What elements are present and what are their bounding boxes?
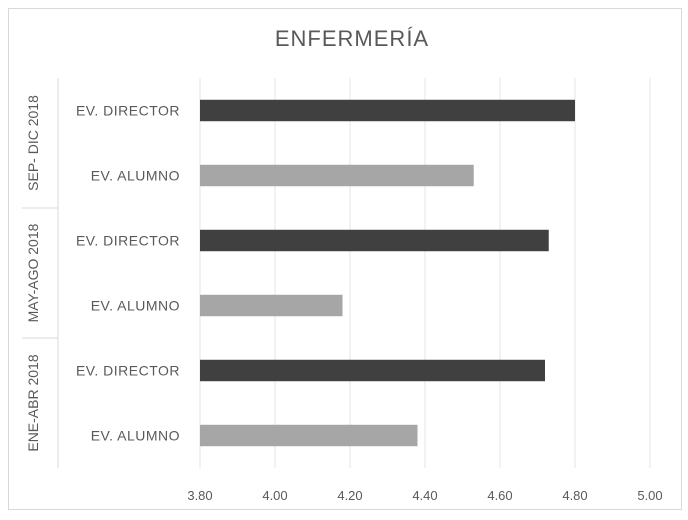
group-label: ENE-ABR 2018 [25, 354, 41, 451]
x-tick-label: 4.80 [562, 488, 587, 503]
group-label: MAY-AGO 2018 [25, 223, 41, 322]
x-tick-label: 5.00 [637, 488, 662, 503]
bar [200, 229, 549, 252]
bar [200, 99, 575, 122]
category-label: EV. ALUMNO [91, 298, 180, 314]
chart-title: ENFERMERÍA [275, 26, 429, 51]
category-label: EV. DIRECTOR [76, 363, 180, 379]
bar [200, 294, 343, 317]
category-label: EV. ALUMNO [91, 428, 180, 444]
x-tick-label: 4.20 [337, 488, 362, 503]
bar [200, 424, 418, 447]
bar [200, 359, 545, 382]
category-label: EV. DIRECTOR [76, 233, 180, 249]
bar [200, 164, 474, 187]
x-tick-label: 3.80 [187, 488, 212, 503]
category-label: EV. DIRECTOR [76, 103, 180, 119]
x-tick-label: 4.60 [487, 488, 512, 503]
x-tick-label: 4.40 [412, 488, 437, 503]
group-label: SEP- DIC 2018 [25, 95, 41, 191]
category-label: EV. ALUMNO [91, 168, 180, 184]
x-tick-label: 4.00 [262, 488, 287, 503]
